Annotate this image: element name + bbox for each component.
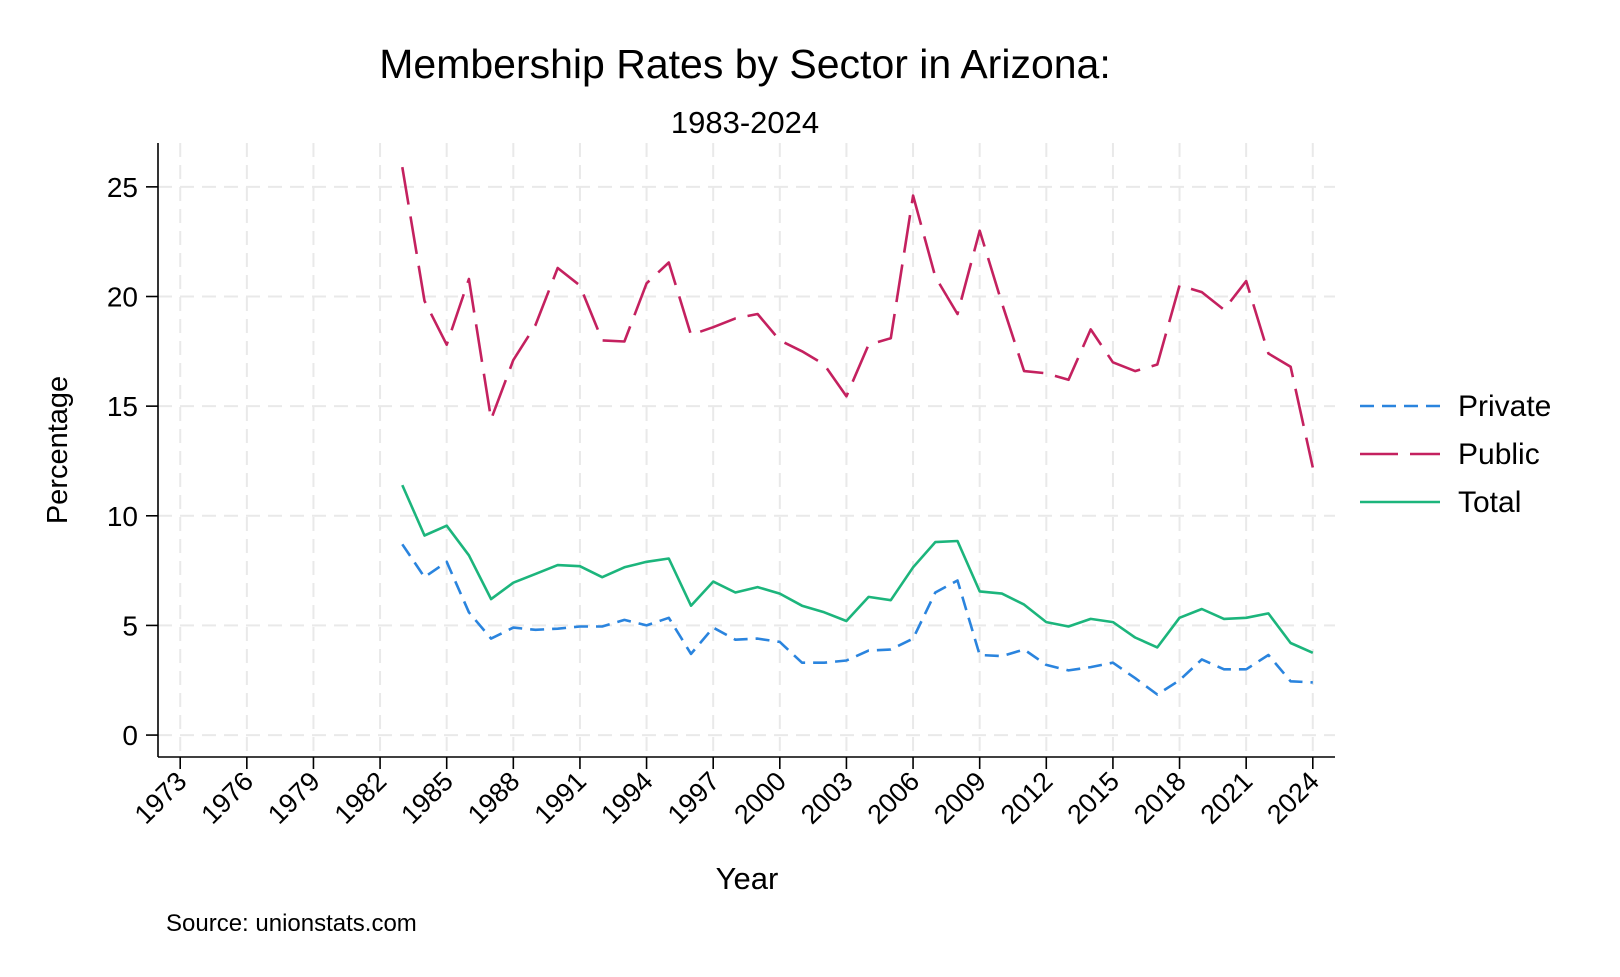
x-tick-label: 2015 <box>1061 766 1125 830</box>
legend-label-total: Total <box>1458 486 1521 519</box>
chart-subtitle: 1983-2024 <box>671 105 819 140</box>
x-tick-label: 2024 <box>1261 766 1325 830</box>
x-tick-label: 2000 <box>728 766 792 830</box>
x-tick-label: 1973 <box>129 766 193 830</box>
y-tick-label: 5 <box>122 610 138 641</box>
x-axis-label: Year <box>716 861 779 896</box>
y-tick-label: 15 <box>107 391 138 422</box>
gridlines <box>158 143 1335 757</box>
y-tick-label: 0 <box>122 720 138 751</box>
chart-title: Membership Rates by Sector in Arizona: <box>379 41 1111 87</box>
series-line-private <box>401 543 1313 696</box>
x-tick-label: 1997 <box>662 766 726 830</box>
x-tick-label: 2021 <box>1195 766 1259 830</box>
x-tick-label: 1991 <box>528 766 592 830</box>
x-tick-label: 1976 <box>195 766 259 830</box>
series <box>401 166 1315 696</box>
source-note: Source: unionstats.com <box>166 910 417 937</box>
legend: Private Public Total <box>1360 390 1551 519</box>
x-tick-label: 1982 <box>329 766 393 830</box>
legend-label-private: Private <box>1458 390 1551 423</box>
y-tick-label: 25 <box>107 172 138 203</box>
x-tick-label: 1985 <box>395 766 459 830</box>
x-tick-label: 2006 <box>862 766 926 830</box>
y-tick-label: 10 <box>107 501 138 532</box>
legend-label-public: Public <box>1458 438 1540 471</box>
x-tick-label: 2009 <box>928 766 992 830</box>
series-line-total <box>401 484 1314 654</box>
x-tick-label: 2018 <box>1128 766 1192 830</box>
y-tick-label: 20 <box>107 282 138 313</box>
series-line-public <box>401 166 1315 468</box>
x-tick-label: 2012 <box>995 766 1059 830</box>
x-tick-label: 1979 <box>262 766 326 830</box>
x-tick-label: 1994 <box>595 766 659 830</box>
x-tick-label: 2003 <box>795 766 859 830</box>
x-tick-label: 1988 <box>462 766 526 830</box>
y-axis-label: Percentage <box>42 376 74 524</box>
